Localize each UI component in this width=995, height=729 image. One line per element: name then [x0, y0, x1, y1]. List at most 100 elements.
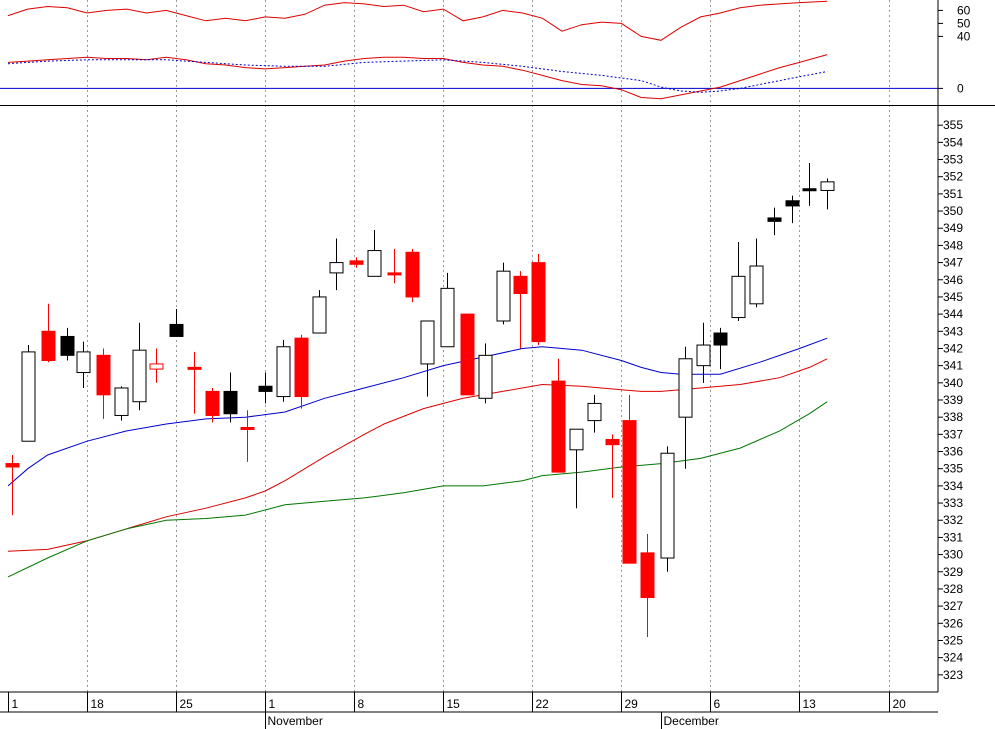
candle-body: [605, 439, 620, 446]
price-tick-label: 344: [943, 307, 963, 321]
candle: [76, 341, 91, 388]
date-tick-label: 20: [893, 697, 907, 711]
price-tick-label: 352: [943, 170, 963, 184]
price-tick-label: 346: [943, 273, 963, 287]
candle-body: [731, 275, 746, 319]
date-tick-label: 8: [358, 697, 365, 711]
candle-body: [478, 354, 493, 399]
price-tick-label: 339: [943, 393, 963, 407]
oscillator-tick-label: 50: [957, 16, 971, 30]
candle-body: [820, 181, 835, 191]
candle: [258, 372, 273, 404]
candle: [223, 372, 238, 423]
price-tick-label: 347: [943, 256, 963, 270]
candle-body: [640, 552, 655, 599]
candle-body: [569, 428, 584, 451]
oscillator-panel: [0, 0, 938, 100]
candle-body: [531, 262, 546, 343]
candle: [276, 339, 291, 402]
candle-body: [60, 335, 75, 356]
candle: [749, 238, 764, 308]
candle: [713, 327, 728, 370]
candle-body: [440, 287, 455, 348]
price-tick-label: 331: [943, 530, 963, 544]
oscillator-upper-line: [7, 0, 828, 41]
candle: [96, 348, 111, 419]
oscillator-tick-label: 60: [957, 3, 971, 17]
price-tick-label: 326: [943, 616, 963, 630]
price-tick-label: 345: [943, 290, 963, 304]
price-tick-label: 341: [943, 359, 963, 373]
candle-body: [169, 323, 184, 337]
price-tick-label: 351: [943, 187, 963, 201]
oscillator-tick-label: 0: [957, 81, 964, 95]
price-tick-label: 342: [943, 341, 963, 355]
candle: [114, 386, 129, 421]
candle: [767, 207, 782, 236]
candle-body: [767, 217, 782, 222]
date-tick-label: 1: [269, 697, 276, 711]
candle-body: [329, 262, 344, 274]
candle-body: [367, 250, 382, 277]
candle-body: [41, 330, 56, 361]
date-tick-label: 22: [536, 697, 550, 711]
date-tick-label: 25: [180, 697, 194, 711]
candle: [21, 345, 36, 442]
candle: [605, 434, 620, 498]
price-tick-label: 333: [943, 496, 963, 510]
candle: [496, 262, 511, 325]
price-tick-label: 335: [943, 462, 963, 476]
candle-body: [551, 380, 566, 473]
moving-average-line: [7, 401, 828, 578]
price-tick-label: 334: [943, 479, 963, 493]
candle-body: [258, 385, 273, 392]
candle: [731, 241, 746, 321]
candle: [478, 343, 493, 404]
price-tick-label: 349: [943, 221, 963, 235]
moving-average-line: [7, 358, 828, 552]
chart-frame: [0, 0, 995, 713]
candle-body: [749, 265, 764, 305]
candle: [169, 308, 184, 337]
candle-body: [223, 390, 238, 415]
candle: [820, 178, 835, 210]
candle-body: [460, 313, 475, 396]
candle-body: [149, 363, 164, 370]
date-tick-label: 1: [12, 697, 19, 711]
candle-body: [312, 296, 327, 334]
candle: [60, 327, 75, 361]
price-tick-label: 329: [943, 565, 963, 579]
month-label: November: [268, 714, 323, 728]
candle: [312, 290, 327, 334]
candle-body: [76, 351, 91, 374]
date-tick-label: 29: [625, 697, 639, 711]
candle-body: [294, 337, 309, 398]
candle-body: [785, 200, 800, 207]
price-tick-label: 354: [943, 135, 963, 149]
candle: [696, 322, 711, 383]
price-tick-label: 324: [943, 651, 963, 665]
price-tick-label: 340: [943, 376, 963, 390]
candle: [205, 387, 220, 423]
candle: [5, 454, 20, 516]
price-tick-label: 355: [943, 118, 963, 132]
candle-body: [5, 463, 20, 468]
price-tick-label: 338: [943, 410, 963, 424]
price-tick-label: 328: [943, 582, 963, 596]
candle: [569, 428, 584, 509]
price-tick-label: 332: [943, 513, 963, 527]
candle: [387, 248, 402, 284]
price-tick-label: 323: [943, 668, 963, 682]
candle-body: [187, 366, 202, 370]
candle-body: [802, 188, 817, 192]
candle: [802, 162, 817, 206]
candle: [405, 248, 420, 303]
candle: [294, 334, 309, 409]
candle: [785, 195, 800, 224]
price-tick-label: 327: [943, 599, 963, 613]
price-tick-label: 336: [943, 445, 963, 459]
candle: [367, 229, 382, 277]
